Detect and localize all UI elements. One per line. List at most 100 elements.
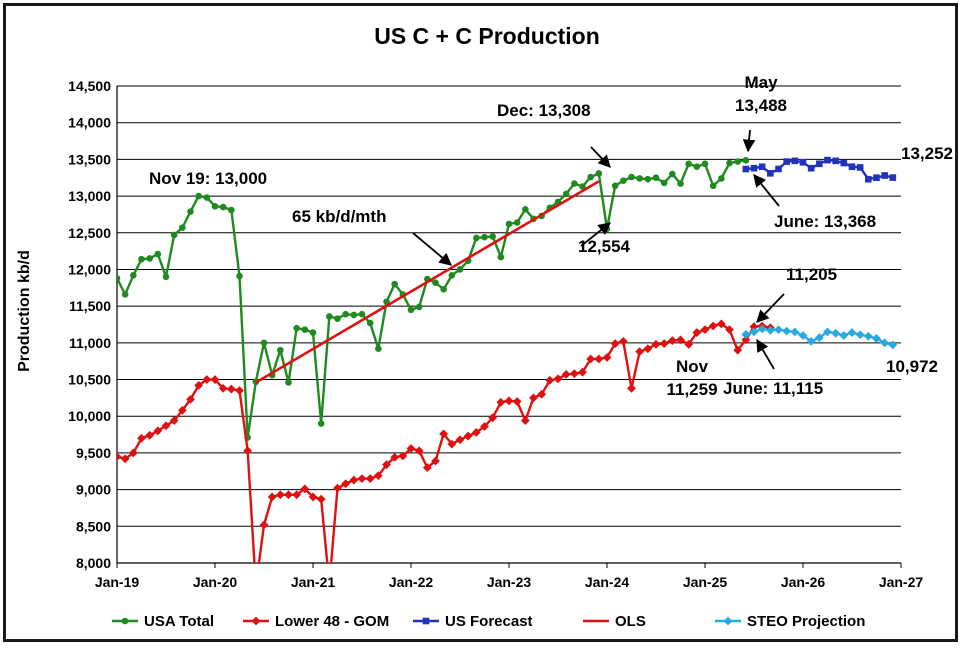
point-lower-48-gom (716, 319, 726, 329)
annotation-label: Dec: 13,308 (497, 101, 591, 120)
point-lower-48-gom (447, 439, 457, 449)
point-lower-48-gom (218, 383, 228, 393)
point-steo-projection (765, 325, 775, 335)
legend-marker (723, 616, 733, 626)
point-usa-total (130, 272, 137, 279)
point-usa-total (366, 319, 374, 327)
point-lower-48-gom (708, 321, 718, 331)
x-tick-label: Jan-26 (781, 574, 826, 590)
point-us-forecast (775, 165, 782, 173)
point-lower-48-gom (520, 416, 530, 426)
point-usa-total (219, 203, 227, 211)
y-tick-label: 12,000 (68, 261, 111, 277)
point-lower-48-gom (210, 375, 220, 384)
point-usa-total (669, 170, 676, 178)
y-tick-label: 13,000 (68, 188, 111, 204)
point-lower-48-gom (463, 431, 473, 441)
point-usa-total (742, 156, 750, 164)
point-usa-total (505, 220, 513, 228)
annotation-label: 12,554 (578, 237, 631, 256)
point-lower-48-gom (643, 344, 653, 354)
point-us-forecast (807, 164, 815, 172)
point-lower-48-gom (471, 427, 481, 437)
point-lower-48-gom (488, 413, 498, 423)
point-steo-projection (790, 327, 800, 337)
point-usa-total (146, 255, 153, 262)
legend-marker (251, 616, 261, 626)
point-usa-total (693, 163, 701, 171)
point-lower-48-gom (578, 367, 587, 377)
annotation-label: 11,205 (786, 265, 837, 284)
point-lower-48-gom (455, 435, 465, 445)
point-lower-48-gom (586, 354, 596, 364)
legend-label: US Forecast (445, 613, 533, 630)
point-steo-projection (814, 333, 824, 343)
point-usa-total (138, 255, 145, 263)
series-line-usa-total (117, 159, 747, 439)
point-lower-48-gom (545, 375, 555, 385)
point-usa-total (277, 346, 284, 354)
point-usa-total (228, 206, 235, 214)
point-lower-48-gom (169, 416, 179, 426)
point-lower-48-gom (145, 430, 155, 440)
y-tick-label: 9,000 (76, 482, 111, 498)
point-lower-48-gom (741, 335, 751, 345)
point-lower-48-gom (235, 386, 244, 395)
point-usa-total (170, 231, 178, 239)
point-lower-48-gom (357, 474, 367, 484)
point-lower-48-gom (117, 452, 122, 461)
point-usa-total (236, 272, 243, 280)
legend-item: US Forecast (413, 613, 533, 630)
point-lower-48-gom (439, 429, 449, 439)
point-steo-projection (831, 328, 841, 338)
point-lower-48-gom (667, 336, 677, 346)
point-steo-projection (888, 340, 898, 350)
point-usa-total (595, 170, 603, 177)
point-steo-projection (798, 331, 808, 340)
plot-area: 8,000 8,500 9,000 9,500 10,000 10,500 11,000 11… (68, 78, 923, 590)
point-usa-total (179, 224, 186, 231)
point-usa-total (718, 175, 725, 182)
x-tick-label: Jan-20 (193, 574, 238, 590)
point-lower-48-gom (569, 369, 579, 379)
point-lower-48-gom (431, 456, 440, 466)
point-usa-total (334, 315, 341, 322)
point-usa-total (211, 203, 219, 210)
point-usa-total (440, 285, 447, 293)
point-usa-total (709, 182, 717, 190)
x-tick-label: Jan-24 (585, 574, 630, 590)
point-lower-48-gom (243, 446, 253, 456)
point-usa-total (513, 219, 521, 226)
point-us-forecast (840, 159, 848, 167)
point-lower-48-gom (496, 397, 506, 407)
point-usa-total (473, 234, 480, 242)
point-usa-total (562, 190, 570, 198)
point-lower-48-gom (749, 322, 759, 332)
point-us-forecast (767, 170, 774, 177)
y-tick-label: 11,500 (69, 298, 111, 314)
y-tick-label: 14,000 (68, 115, 111, 131)
point-lower-48-gom (128, 448, 138, 458)
legend-item: OLS (583, 613, 646, 630)
point-usa-total (350, 311, 358, 319)
y-tick-label: 14,500 (68, 78, 111, 94)
legend-marker (121, 617, 129, 625)
point-lower-48-gom (120, 454, 130, 464)
series-ols (255, 180, 600, 384)
annotation-arrow (412, 232, 452, 266)
point-steo-projection (749, 327, 759, 337)
point-lower-48-gom (676, 335, 685, 345)
point-us-forecast (799, 159, 807, 166)
point-usa-total (489, 233, 496, 240)
point-us-forecast (889, 174, 897, 181)
point-lower-48-gom (594, 354, 604, 364)
point-usa-total (734, 158, 741, 165)
point-usa-total (701, 160, 709, 168)
point-lower-48-gom (406, 444, 416, 453)
point-us-forecast (816, 160, 823, 168)
point-steo-projection (839, 331, 849, 340)
y-tick-label: 10,500 (68, 372, 111, 388)
annotation-arrow (742, 129, 756, 153)
point-lower-48-gom (365, 474, 375, 484)
point-lower-48-gom (390, 452, 400, 462)
